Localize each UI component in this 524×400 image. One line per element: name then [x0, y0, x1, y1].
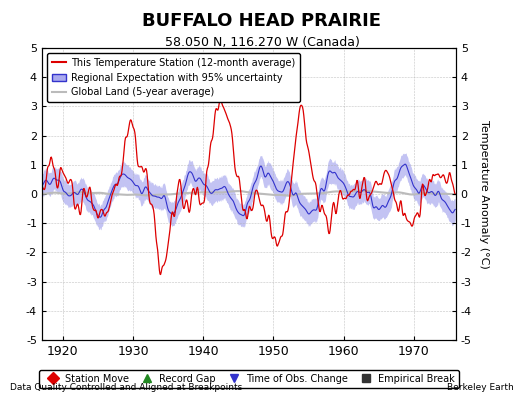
Text: Data Quality Controlled and Aligned at Breakpoints: Data Quality Controlled and Aligned at B… — [10, 383, 243, 392]
Text: 58.050 N, 116.270 W (Canada): 58.050 N, 116.270 W (Canada) — [165, 36, 359, 49]
Text: BUFFALO HEAD PRAIRIE: BUFFALO HEAD PRAIRIE — [143, 12, 381, 30]
Text: Berkeley Earth: Berkeley Earth — [447, 383, 514, 392]
Legend: Station Move, Record Gap, Time of Obs. Change, Empirical Break: Station Move, Record Gap, Time of Obs. C… — [39, 370, 459, 388]
Y-axis label: Temperature Anomaly (°C): Temperature Anomaly (°C) — [478, 120, 488, 268]
